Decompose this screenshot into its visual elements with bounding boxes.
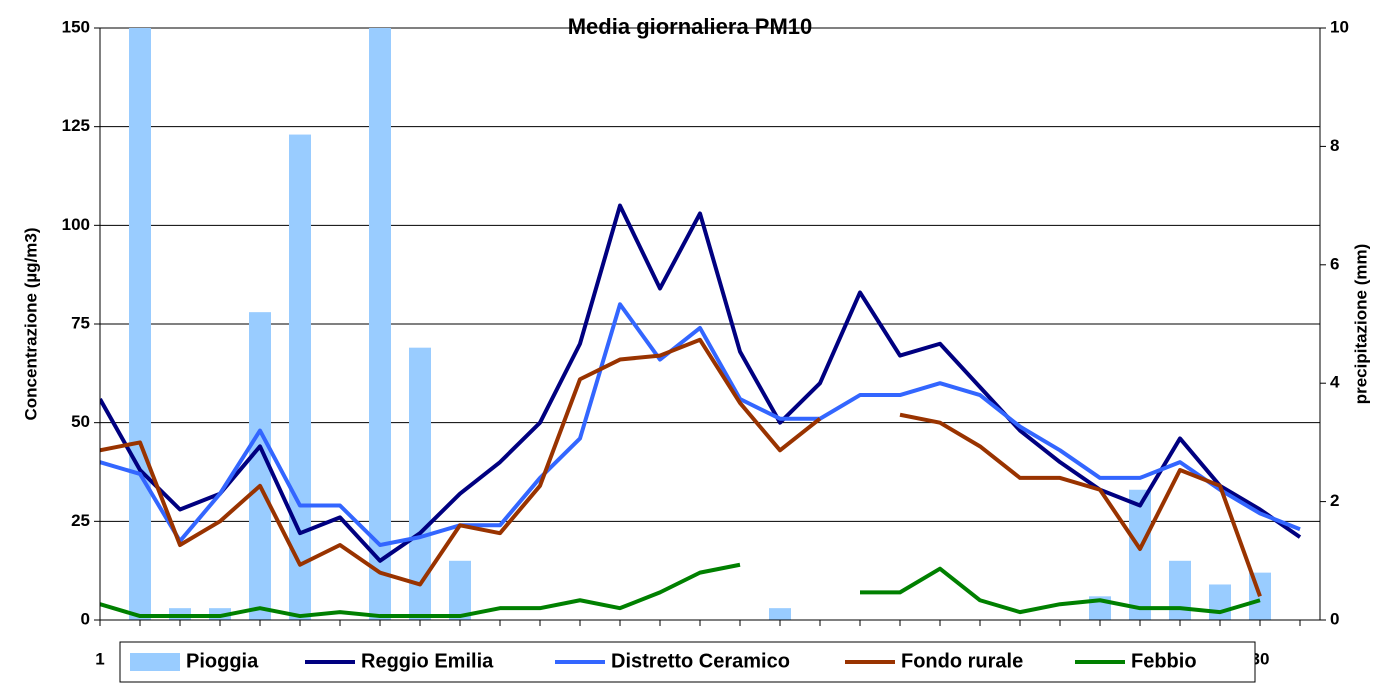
line xyxy=(100,337,1262,598)
x-tick-label: 1 xyxy=(95,649,104,668)
legend-label: Fondo rurale xyxy=(901,650,1023,672)
bar xyxy=(369,28,391,620)
plot-area xyxy=(100,28,1302,620)
y-tick-label: 100 xyxy=(62,215,90,234)
bar xyxy=(409,347,431,620)
y2-tick-label: 8 xyxy=(1330,136,1339,155)
y2-tick-label: 2 xyxy=(1330,491,1339,510)
bar xyxy=(1129,489,1151,620)
y2-axis-title: precipitazione (mm) xyxy=(1351,244,1370,405)
bar xyxy=(129,28,151,620)
bar xyxy=(1209,584,1231,620)
legend-label: Pioggia xyxy=(186,650,259,672)
line xyxy=(100,302,1301,548)
legend-label: Febbio xyxy=(1131,650,1197,672)
legend-swatch xyxy=(130,653,180,671)
y-tick-label: 75 xyxy=(71,313,90,332)
legend: Pioggia Reggio Emilia Distretto Ceramico Fo… xyxy=(119,641,1256,683)
y-tick-label: 125 xyxy=(62,116,90,135)
line xyxy=(100,562,1261,619)
y-tick-label: 50 xyxy=(71,412,90,431)
line xyxy=(100,203,1302,563)
bar xyxy=(449,560,471,620)
y2-tick-label: 10 xyxy=(1330,17,1349,36)
legend-label: Distretto Ceramico xyxy=(611,650,790,672)
bar xyxy=(769,608,791,620)
bar xyxy=(1169,560,1191,620)
y-tick-label: 25 xyxy=(71,511,90,530)
y2-tick-label: 6 xyxy=(1330,254,1339,273)
y2-tick-label: 0 xyxy=(1330,609,1339,628)
y-tick-label: 0 xyxy=(81,609,90,628)
chart-title: Media giornaliera PM10 xyxy=(568,14,813,39)
legend-label: Reggio Emilia xyxy=(361,650,494,672)
y-axis-title: Concentrazione (µg/m3) xyxy=(21,227,40,420)
y2-tick-label: 4 xyxy=(1330,373,1340,392)
bar xyxy=(249,312,271,620)
y-tick-label: 150 xyxy=(62,17,90,36)
